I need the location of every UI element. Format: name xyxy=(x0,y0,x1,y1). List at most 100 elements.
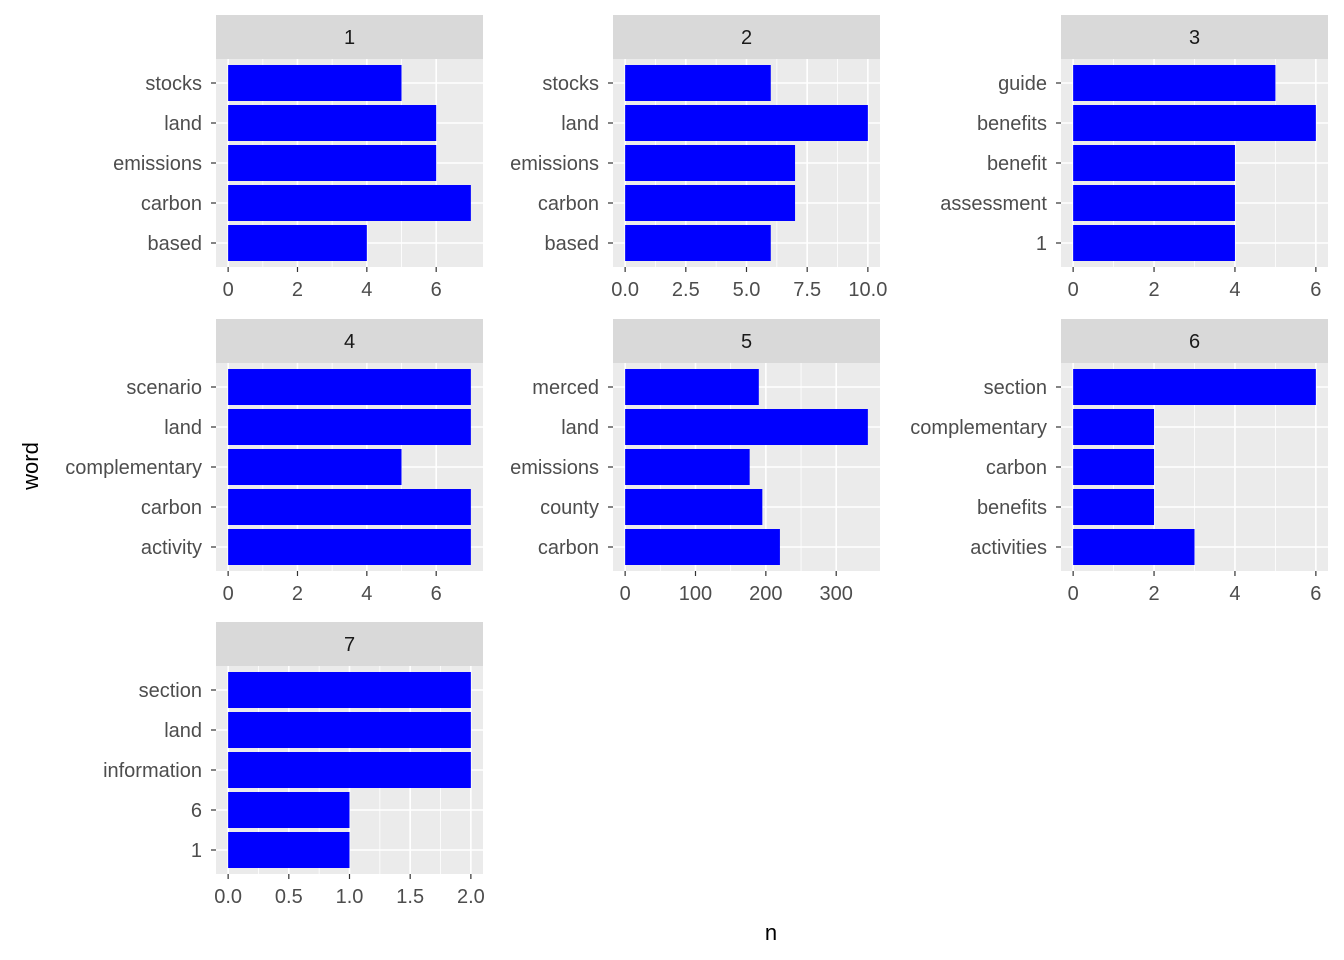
y-tick-label: benefits xyxy=(977,113,1047,135)
facet-strip xyxy=(216,15,483,59)
facet-panel-2: 2 stocks land emissions carbon based 0.0 2.5 5.0… xyxy=(510,15,887,301)
y-tick-label: land xyxy=(164,720,202,742)
x-tick-label: 0 xyxy=(1068,583,1079,605)
y-tick-label: guide xyxy=(998,73,1047,95)
y-tick-label: section xyxy=(139,680,202,702)
bar xyxy=(1073,145,1235,181)
x-tick-label: 2.0 xyxy=(457,886,485,908)
bar xyxy=(1073,225,1235,261)
bar xyxy=(625,105,868,141)
x-tick-label: 0.0 xyxy=(214,886,242,908)
x-tick-label: 0.0 xyxy=(611,279,639,301)
y-tick-label: land xyxy=(164,417,202,439)
x-tick-label: 2 xyxy=(1148,583,1159,605)
x-tick-label: 2 xyxy=(1148,279,1159,301)
x-tick-label: 0.5 xyxy=(275,886,303,908)
y-tick-label: stocks xyxy=(542,73,599,95)
bar xyxy=(1073,185,1235,221)
facet-strip-label: 4 xyxy=(344,331,355,353)
facet-strip xyxy=(613,15,880,59)
facet-strip-label: 2 xyxy=(741,27,752,49)
bar xyxy=(228,449,402,485)
y-tick-label: based xyxy=(148,233,203,255)
y-axis-title: word xyxy=(18,442,43,491)
bar xyxy=(1073,409,1155,445)
x-tick-label: 2 xyxy=(292,279,303,301)
bar xyxy=(625,65,771,101)
y-tick-label: land xyxy=(164,113,202,135)
y-tick-label: complementary xyxy=(910,417,1047,439)
y-tick-label: land xyxy=(561,417,599,439)
x-tick-label: 10.0 xyxy=(848,279,887,301)
y-tick-label: assessment xyxy=(940,193,1047,215)
bar xyxy=(1073,529,1195,565)
bar xyxy=(1073,369,1316,405)
y-tick-label: emissions xyxy=(510,153,599,175)
y-tick-label: complementary xyxy=(65,457,202,479)
facet-panel-6: 6 section complementary carbon benefits activ… xyxy=(910,319,1328,605)
bar xyxy=(1073,65,1276,101)
bar xyxy=(625,145,796,181)
bar xyxy=(625,225,771,261)
bar xyxy=(625,185,796,221)
facet-strip-label: 3 xyxy=(1189,27,1200,49)
facet-panel-1: 1 stocks land emissions carbon based 0 2 4 6 xyxy=(113,15,483,301)
y-tick-label: merced xyxy=(532,377,599,399)
bar xyxy=(228,65,402,101)
bar xyxy=(625,489,763,525)
y-tick-label: emissions xyxy=(113,153,202,175)
y-tick-label: land xyxy=(561,113,599,135)
bar xyxy=(228,672,471,708)
bar xyxy=(625,529,780,565)
x-tick-label: 0 xyxy=(223,279,234,301)
facet-panel-3: 3 guide benefits benefit assessment 1 0 2 4 6 xyxy=(940,15,1328,301)
x-tick-label: 0 xyxy=(1068,279,1079,301)
facet-strip-label: 7 xyxy=(344,634,355,656)
bar xyxy=(228,185,471,221)
y-tick-label: carbon xyxy=(538,537,599,559)
bar xyxy=(228,489,471,525)
y-tick-label: carbon xyxy=(538,193,599,215)
bar xyxy=(228,409,471,445)
facet-panel-7: 7 section land information 6 1 0.0 0.5 1.0 1.5 2.0 xyxy=(103,622,485,908)
facet-strip xyxy=(613,319,880,363)
bar xyxy=(228,832,350,868)
x-tick-label: 6 xyxy=(431,583,442,605)
facet-strip xyxy=(216,622,483,666)
bar xyxy=(228,105,437,141)
bar xyxy=(228,225,367,261)
x-tick-label: 1.5 xyxy=(396,886,424,908)
y-tick-label: benefits xyxy=(977,497,1047,519)
facet-strip xyxy=(216,319,483,363)
x-tick-label: 1.0 xyxy=(336,886,364,908)
bar xyxy=(625,449,750,485)
y-tick-label: 1 xyxy=(191,840,202,862)
x-axis-title: n xyxy=(765,920,777,945)
y-tick-label: activity xyxy=(141,537,202,559)
bar xyxy=(228,529,471,565)
y-tick-label: activities xyxy=(970,537,1047,559)
x-tick-label: 4 xyxy=(361,583,372,605)
bar xyxy=(625,369,759,405)
bar xyxy=(625,409,868,445)
x-tick-label: 4 xyxy=(1229,279,1240,301)
bar xyxy=(228,712,471,748)
y-tick-label: scenario xyxy=(126,377,202,399)
x-tick-label: 6 xyxy=(1310,279,1321,301)
y-tick-label: based xyxy=(545,233,600,255)
x-tick-label: 200 xyxy=(749,583,782,605)
y-tick-label: 6 xyxy=(191,800,202,822)
bar xyxy=(1073,105,1316,141)
x-tick-label: 7.5 xyxy=(793,279,821,301)
x-tick-label: 2.5 xyxy=(672,279,700,301)
y-tick-label: benefit xyxy=(987,153,1047,175)
facet-strip-label: 5 xyxy=(741,331,752,353)
x-tick-label: 5.0 xyxy=(733,279,761,301)
facet-strip-label: 6 xyxy=(1189,331,1200,353)
x-tick-label: 4 xyxy=(361,279,372,301)
y-tick-label: information xyxy=(103,760,202,782)
x-tick-label: 6 xyxy=(1310,583,1321,605)
y-tick-label: section xyxy=(984,377,1047,399)
facet-strip xyxy=(1061,319,1328,363)
